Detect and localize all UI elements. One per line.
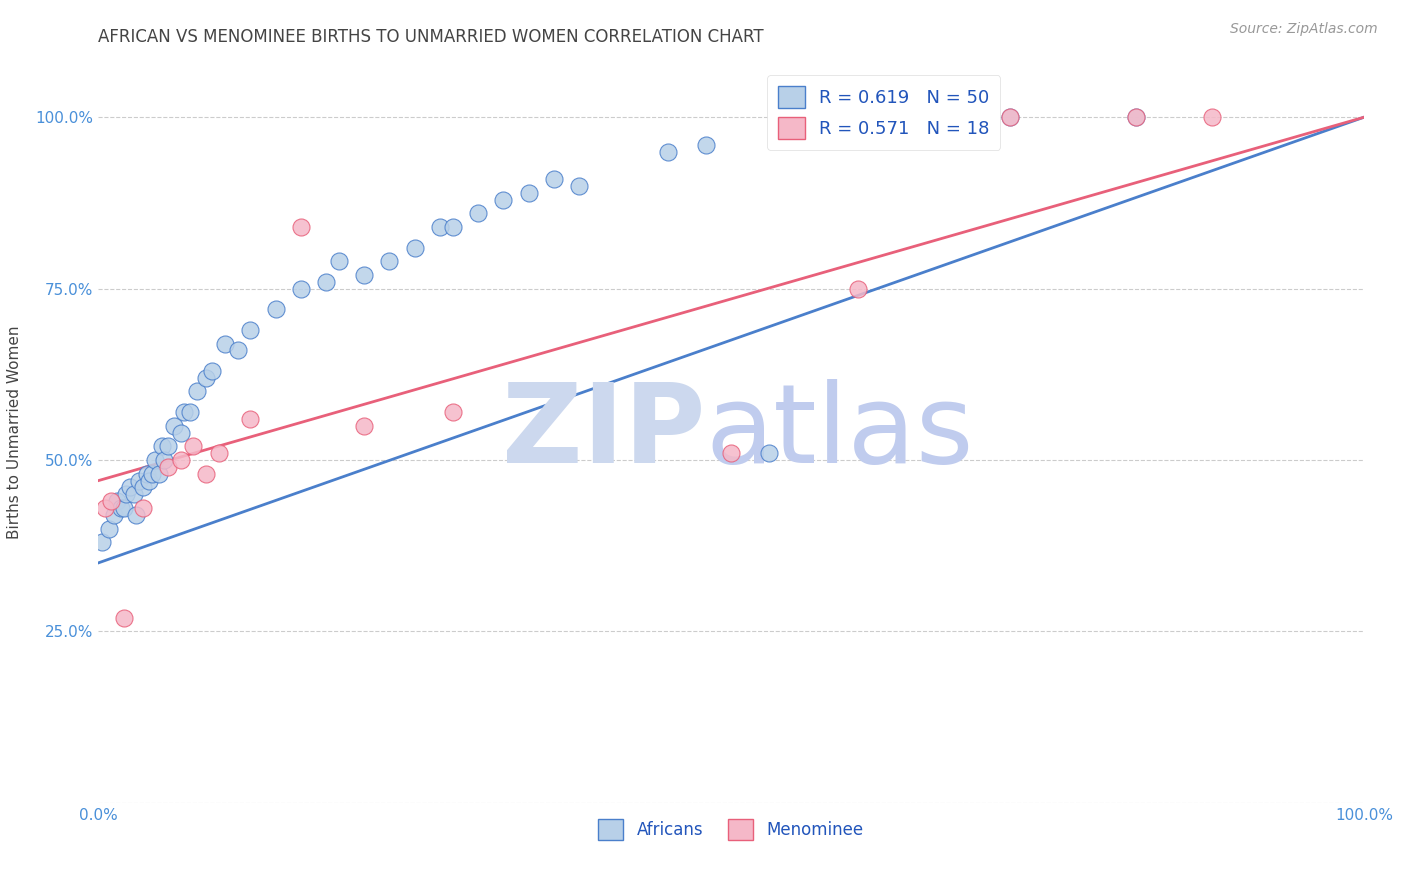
Point	[378, 254, 401, 268]
Point	[150, 439, 173, 453]
Point	[153, 453, 176, 467]
Point	[1125, 110, 1147, 124]
Point	[148, 467, 170, 481]
Point	[201, 364, 224, 378]
Point	[97, 522, 120, 536]
Point	[239, 323, 262, 337]
Text: atlas: atlas	[706, 379, 974, 486]
Point	[208, 446, 231, 460]
Point	[173, 405, 195, 419]
Point	[429, 219, 451, 234]
Point	[543, 172, 565, 186]
Legend: Africans, Menominee: Africans, Menominee	[592, 813, 870, 847]
Point	[194, 371, 218, 385]
Text: ZIP: ZIP	[502, 379, 706, 486]
Point	[141, 467, 163, 481]
Point	[112, 610, 135, 624]
Point	[169, 453, 191, 467]
Point	[110, 501, 132, 516]
Point	[568, 178, 591, 193]
Point	[846, 282, 869, 296]
Point	[290, 219, 312, 234]
Point	[157, 459, 180, 474]
Point	[467, 206, 489, 220]
Point	[103, 508, 125, 522]
Point	[695, 137, 717, 152]
Point	[179, 405, 201, 419]
Point	[657, 145, 679, 159]
Point	[264, 302, 287, 317]
Point	[115, 487, 138, 501]
Point	[91, 535, 114, 549]
Point	[239, 412, 262, 426]
Point	[998, 110, 1021, 124]
Point	[1201, 110, 1223, 124]
Point	[720, 446, 742, 460]
Point	[135, 467, 157, 481]
Point	[872, 110, 894, 124]
Point	[441, 405, 464, 419]
Point	[120, 480, 141, 494]
Point	[157, 439, 180, 453]
Text: Source: ZipAtlas.com: Source: ZipAtlas.com	[1230, 22, 1378, 37]
Point	[138, 474, 160, 488]
Point	[163, 418, 186, 433]
Point	[93, 501, 117, 516]
Point	[194, 467, 218, 481]
Point	[145, 453, 166, 467]
Point	[132, 480, 155, 494]
Y-axis label: Births to Unmarried Women: Births to Unmarried Women	[7, 326, 21, 540]
Point	[404, 240, 426, 255]
Point	[214, 336, 236, 351]
Point	[186, 384, 208, 399]
Point	[112, 501, 135, 516]
Point	[122, 487, 145, 501]
Point	[353, 418, 375, 433]
Point	[107, 494, 129, 508]
Point	[1125, 110, 1147, 124]
Point	[492, 193, 515, 207]
Text: AFRICAN VS MENOMINEE BIRTHS TO UNMARRIED WOMEN CORRELATION CHART: AFRICAN VS MENOMINEE BIRTHS TO UNMARRIED…	[98, 28, 763, 45]
Point	[169, 425, 191, 440]
Point	[998, 110, 1021, 124]
Point	[328, 254, 350, 268]
Point	[125, 508, 148, 522]
Point	[226, 343, 249, 358]
Point	[353, 268, 375, 282]
Point	[128, 474, 150, 488]
Point	[758, 446, 780, 460]
Point	[100, 494, 122, 508]
Point	[315, 275, 337, 289]
Point	[517, 186, 540, 200]
Point	[290, 282, 312, 296]
Point	[441, 219, 464, 234]
Point	[183, 439, 205, 453]
Point	[132, 501, 155, 516]
